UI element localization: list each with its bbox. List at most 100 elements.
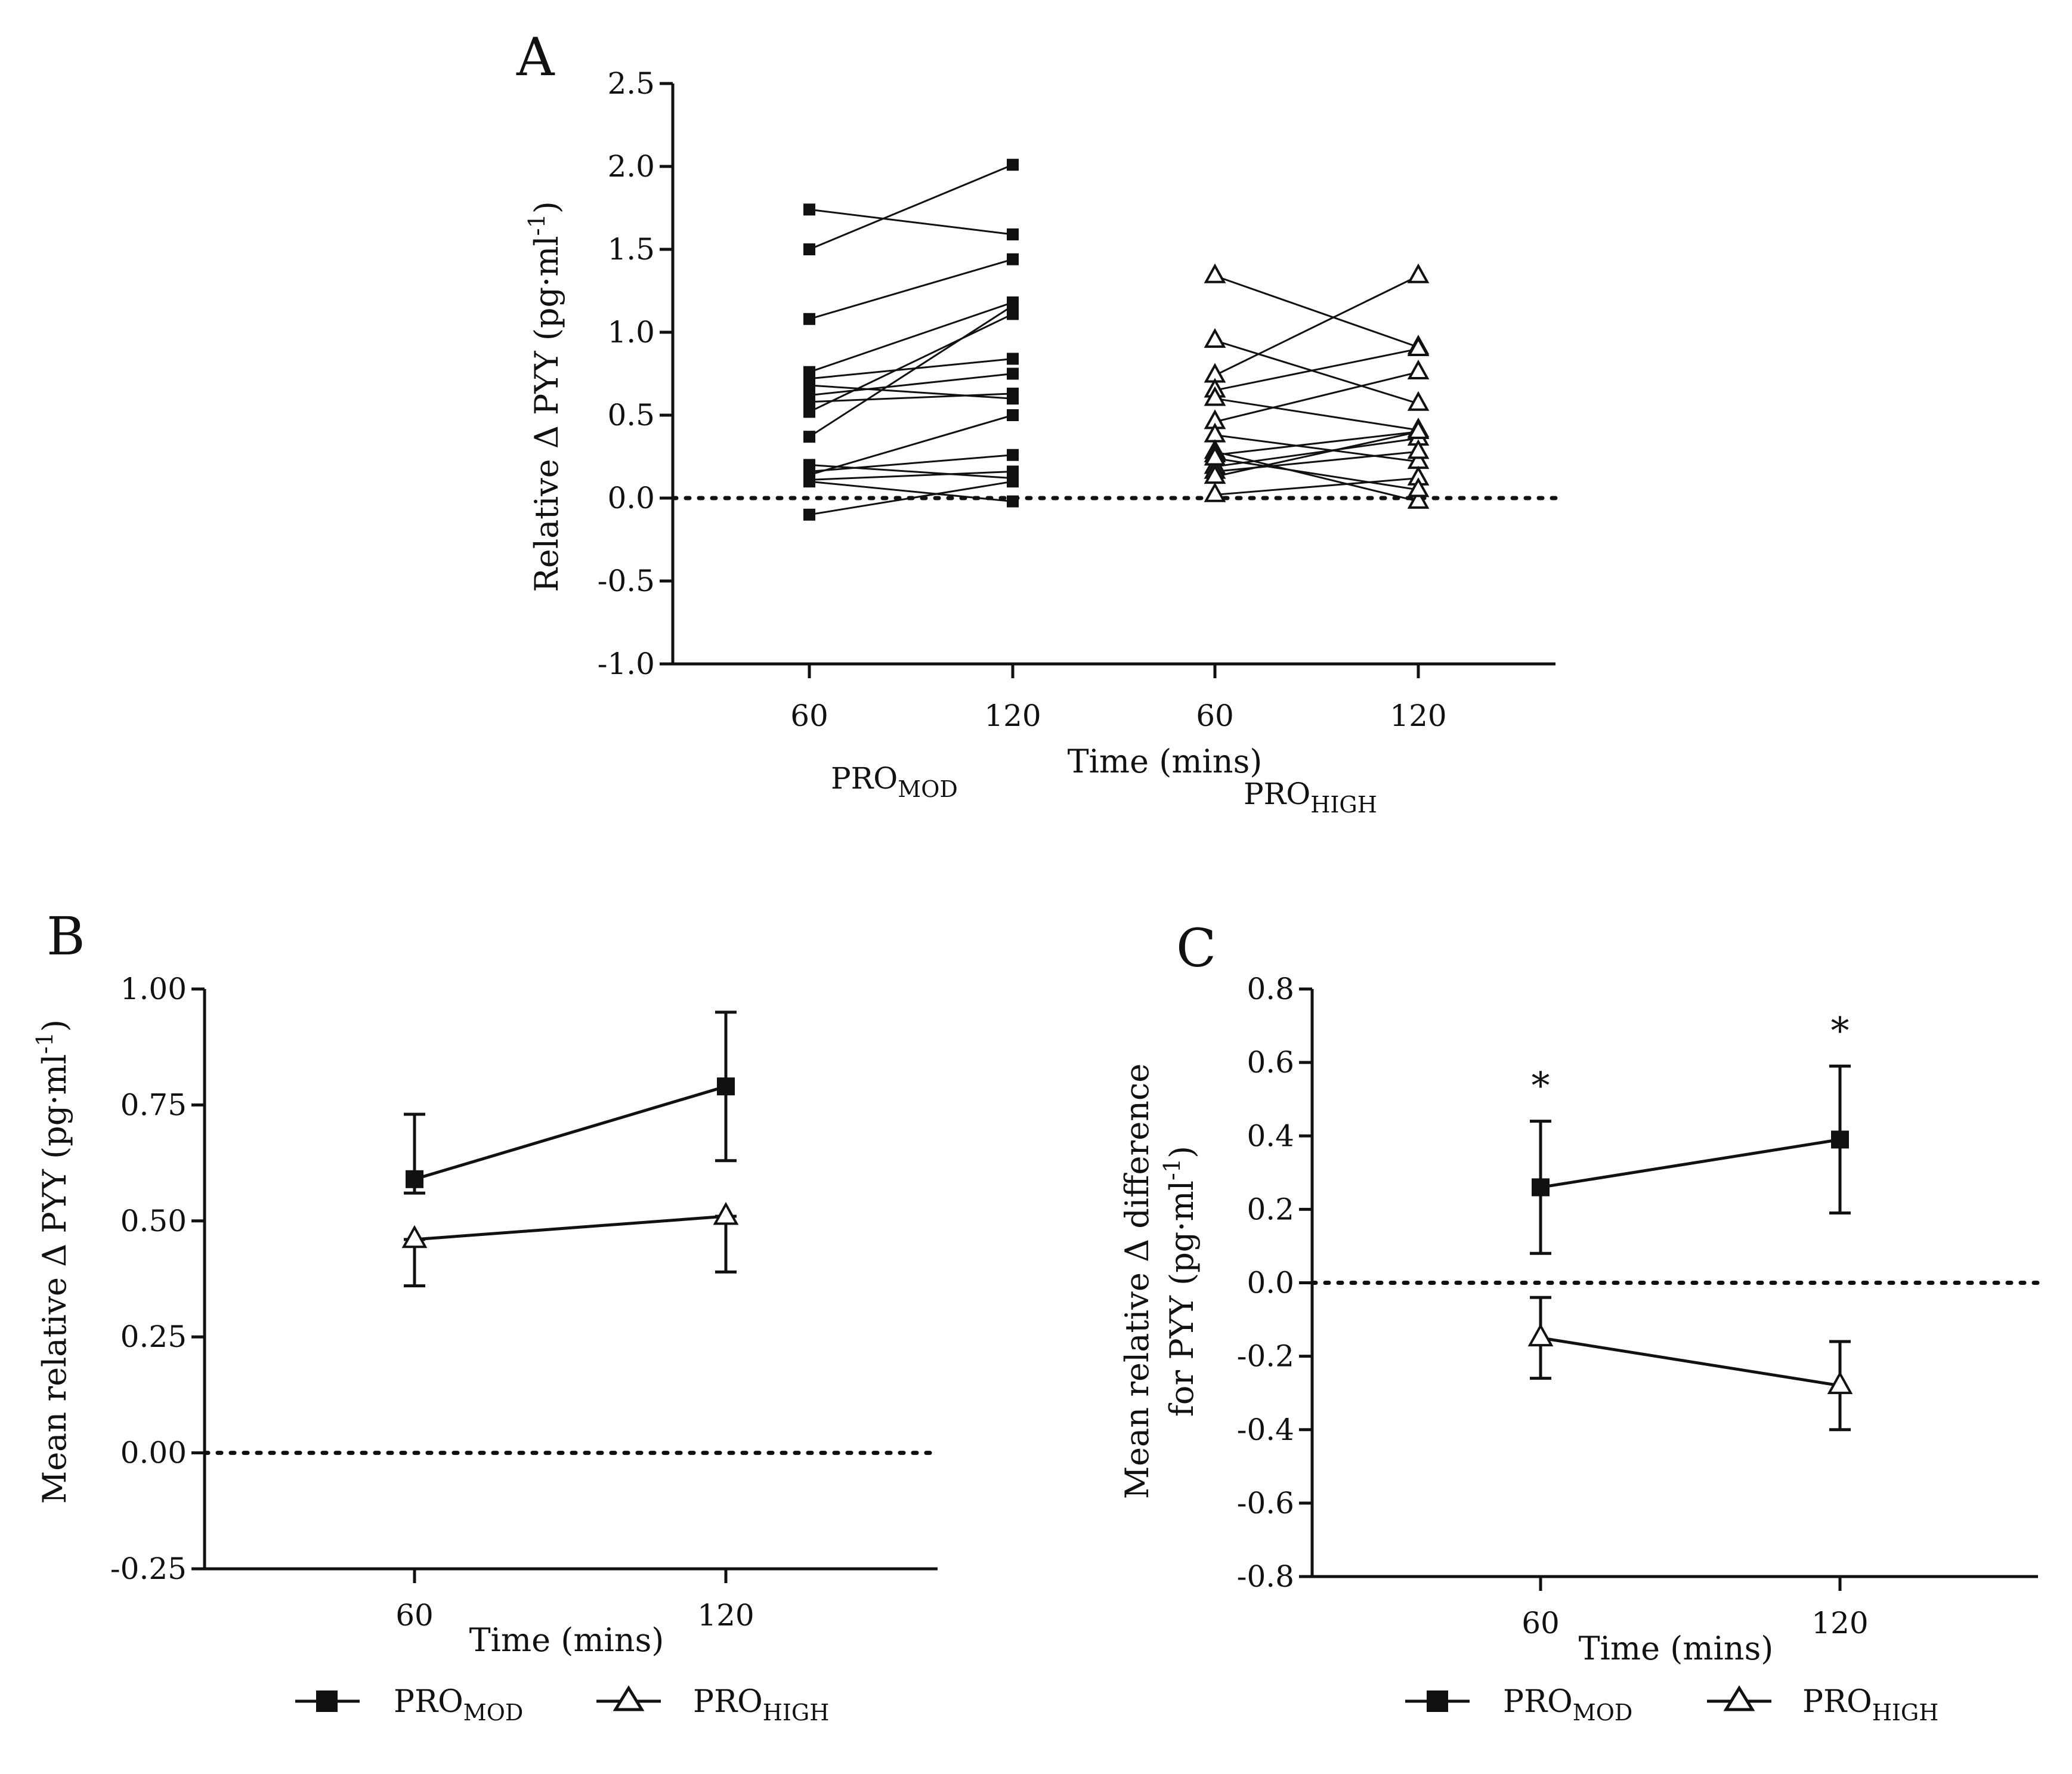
data-point-square <box>1007 409 1019 421</box>
x-tick-label: 60 <box>790 699 828 733</box>
data-point-square <box>803 379 815 391</box>
subject-line <box>1214 434 1419 463</box>
data-point-square <box>1007 228 1019 240</box>
subject-line <box>1214 348 1419 391</box>
panel-c-legend-square-marker <box>1427 1690 1448 1712</box>
data-point-square <box>803 203 815 216</box>
mean-point-triangle <box>401 1225 428 1248</box>
x-tick-label: 60 <box>395 1598 434 1633</box>
y-tick-label: -0.4 <box>1237 1413 1294 1447</box>
series-line <box>414 1084 726 1181</box>
panel-b-axes <box>203 989 938 1571</box>
y-tick-label: -0.6 <box>1237 1486 1294 1520</box>
panel-b-y-title-end: ) <box>36 1019 73 1032</box>
subject-line <box>1214 457 1419 491</box>
y-tick-label: 1.00 <box>120 972 187 1006</box>
y-tick-label: -0.2 <box>1237 1339 1294 1374</box>
y-tick-label: 0.6 <box>1247 1045 1294 1080</box>
x-tick-label: 120 <box>984 699 1041 733</box>
subject-line <box>809 163 1013 251</box>
panel-b-legend-high-sub: HIGH <box>763 1699 830 1726</box>
series-line <box>1540 1138 1841 1189</box>
panel-a-group-mod-base: PRO <box>831 761 898 796</box>
subject-line <box>809 384 1013 400</box>
x-tick-label: 120 <box>1811 1606 1868 1640</box>
panel-c-y-title-end: ) <box>1163 1146 1201 1158</box>
data-point-square <box>1007 159 1019 171</box>
data-point-square <box>803 395 815 408</box>
data-point-square <box>1007 475 1019 488</box>
panel-c-legend-label-high: PROHIGH <box>1802 1684 1938 1726</box>
subject-line <box>809 305 1013 438</box>
subject-line <box>1214 431 1419 456</box>
panel-a-group-mod-sub: MOD <box>898 776 958 802</box>
x-tick-label: 60 <box>1521 1606 1560 1640</box>
panel-b-y-ticks: 1.00 0.75 0.50 0.25 0.00 -0.25 <box>110 972 205 1586</box>
panel-a-y-ticks: 2.5 2.0 1.5 1.0 0.5 0.0 -0.5 -1.0 <box>598 66 673 681</box>
subject-line <box>809 258 1013 320</box>
y-tick-label: 2.5 <box>607 66 655 101</box>
x-tick-label: 120 <box>1390 699 1446 733</box>
y-tick-label: 2.0 <box>607 149 655 184</box>
data-point-triangle <box>1407 359 1430 379</box>
data-point-triangle <box>1204 482 1226 502</box>
panel-b-x-axis-title: Time (mins) <box>469 1621 664 1659</box>
data-point-triangle <box>1204 328 1226 348</box>
panel-c-legend-high-sub: HIGH <box>1872 1699 1939 1726</box>
data-point-square <box>803 475 815 488</box>
mean-point-square <box>406 1170 423 1188</box>
y-tick-label: 0.8 <box>1247 972 1294 1006</box>
panel-c-markers <box>1527 1130 1853 1395</box>
panel-a-y-title-end: ) <box>528 201 565 214</box>
mean-point-triangle <box>713 1201 739 1225</box>
data-point-square <box>803 431 815 443</box>
panel-b-error-bars <box>404 1010 737 1288</box>
mean-point-square <box>1532 1178 1550 1197</box>
panel-b-legend: PROMOD PROHIGH <box>295 1684 829 1726</box>
subject-line <box>809 471 1013 481</box>
panel-c-series-lines <box>1540 1138 1841 1387</box>
data-point-square <box>1007 449 1019 461</box>
panel-c-x-ticks: 60 120 <box>1521 1577 1869 1640</box>
subject-line <box>809 357 1013 380</box>
data-point-triangle <box>1407 439 1430 459</box>
subject-line <box>809 454 1013 473</box>
panel-b-y-axis-title: Mean relative Δ PYY (pg·ml-1) <box>32 1019 73 1504</box>
data-point-triangle <box>1407 336 1430 357</box>
y-tick-label: 0.2 <box>1247 1192 1294 1226</box>
panel-c-legend-label-mod: PROMOD <box>1503 1684 1632 1726</box>
y-tick-label: 1.5 <box>607 232 655 267</box>
subject-line <box>1214 339 1419 404</box>
panel-c-legend: PROMOD PROHIGH <box>1405 1684 1938 1726</box>
panel-a-y-title-sup: -1 <box>524 214 550 236</box>
panel-b: B 1.00 0.75 0.50 0.25 0.00 -0.25 60 120 Time (… <box>32 905 940 1726</box>
panel-c-legend-mod-base: PRO <box>1503 1684 1573 1720</box>
subject-line <box>1214 275 1419 376</box>
data-point-triangle <box>1204 446 1226 466</box>
data-point-square <box>1007 387 1019 400</box>
data-point-square <box>1007 367 1019 380</box>
y-tick-label: 0.00 <box>120 1436 187 1470</box>
panel-c-y-axis-title-line1: Mean relative Δ difference <box>1118 1064 1156 1499</box>
panel-a-y-title-main: Relative Δ PYY (pg·ml <box>528 236 565 592</box>
data-point-triangle <box>1204 386 1226 406</box>
data-point-square <box>1007 299 1019 312</box>
data-point-triangle <box>1407 263 1430 283</box>
subject-line <box>809 301 1013 373</box>
subject-line <box>809 373 1013 397</box>
panel-b-letter: B <box>47 905 85 967</box>
subject-line <box>1214 275 1419 348</box>
panel-b-legend-triangle-marker <box>613 1685 645 1711</box>
y-tick-label: 0.25 <box>120 1319 187 1354</box>
panel-a-group-label-mod: PROMOD <box>831 761 958 802</box>
subject-line <box>1214 477 1419 496</box>
subject-line <box>1214 371 1419 423</box>
subject-line <box>809 480 1013 503</box>
data-point-square <box>803 313 815 325</box>
data-point-triangle <box>1407 419 1430 440</box>
panel-a-markers <box>803 159 1430 521</box>
panel-a-subject-lines <box>809 163 1419 516</box>
panel-b-markers <box>401 1077 739 1248</box>
y-tick-label: -0.25 <box>110 1552 187 1586</box>
